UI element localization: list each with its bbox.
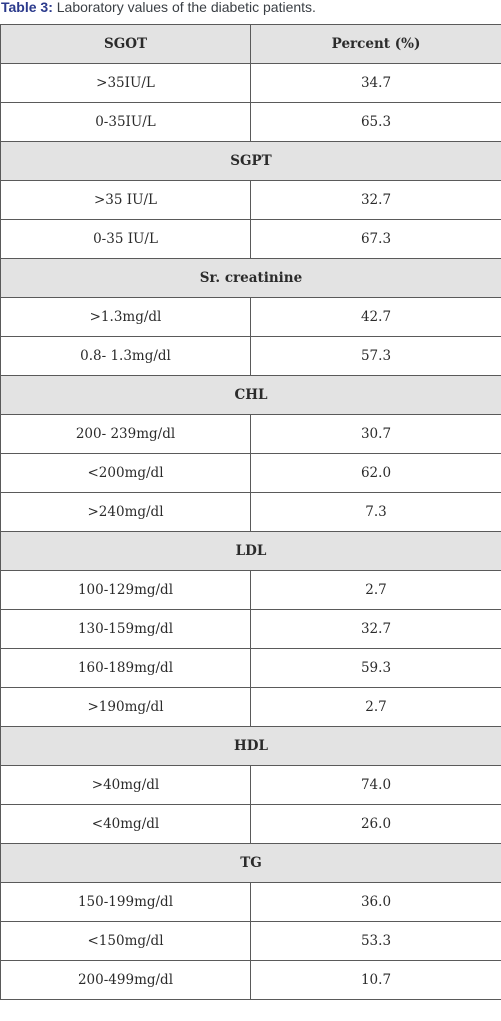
section-header-row: LDL xyxy=(0,531,501,571)
header-cell-percent: Percent (%) xyxy=(250,24,501,64)
range-cell: >240mg/dl xyxy=(0,492,251,532)
section-title: Sr. creatinine xyxy=(0,258,501,298)
range-cell: <150mg/dl xyxy=(0,921,251,961)
range-cell: 160-189mg/dl xyxy=(0,648,251,688)
range-cell: 130-159mg/dl xyxy=(0,609,251,649)
table-caption-label: Table 3: xyxy=(1,0,53,15)
percent-cell: 59.3 xyxy=(250,648,501,688)
table-row: 200-499mg/dl 10.7 xyxy=(0,960,501,1000)
table-row: 150-199mg/dl 36.0 xyxy=(0,882,501,922)
table-row: >1.3mg/dl 42.7 xyxy=(0,297,501,337)
table-row: <150mg/dl 53.3 xyxy=(0,921,501,961)
table-row: <40mg/dl 26.0 xyxy=(0,804,501,844)
range-cell: <40mg/dl xyxy=(0,804,251,844)
section-title: TG xyxy=(0,843,501,883)
table-row: 160-189mg/dl 59.3 xyxy=(0,648,501,688)
percent-cell: 10.7 xyxy=(250,960,501,1000)
table-row: <200mg/dl 62.0 xyxy=(0,453,501,493)
table-row: 130-159mg/dl 32.7 xyxy=(0,609,501,649)
table-caption-text: Laboratory values of the diabetic patien… xyxy=(56,0,316,15)
percent-cell: 74.0 xyxy=(250,765,501,805)
percent-cell: 36.0 xyxy=(250,882,501,922)
table-header-row: SGOT Percent (%) xyxy=(0,24,501,64)
section-title: SGPT xyxy=(0,141,501,181)
range-cell: >35IU/L xyxy=(0,63,251,103)
percent-cell: 7.3 xyxy=(250,492,501,532)
range-cell: >1.3mg/dl xyxy=(0,297,251,337)
lab-values-table: SGOT Percent (%) >35IU/L 34.7 0-35IU/L 65.3… xyxy=(0,24,501,1000)
table-row: 0.8- 1.3mg/dl 57.3 xyxy=(0,336,501,376)
percent-cell: 53.3 xyxy=(250,921,501,961)
section-header-row: CHL xyxy=(0,375,501,415)
percent-cell: 67.3 xyxy=(250,219,501,259)
range-cell: 200-499mg/dl xyxy=(0,960,251,1000)
percent-cell: 30.7 xyxy=(250,414,501,454)
range-cell: >190mg/dl xyxy=(0,687,251,727)
percent-cell: 2.7 xyxy=(250,687,501,727)
range-cell: 100-129mg/dl xyxy=(0,570,251,610)
percent-cell: 32.7 xyxy=(250,609,501,649)
percent-cell: 42.7 xyxy=(250,297,501,337)
section-header-row: Sr. creatinine xyxy=(0,258,501,298)
range-cell: >40mg/dl xyxy=(0,765,251,805)
range-cell: 0-35 IU/L xyxy=(0,219,251,259)
section-title: HDL xyxy=(0,726,501,766)
section-title: CHL xyxy=(0,375,501,415)
range-cell: 200- 239mg/dl xyxy=(0,414,251,454)
table-row: 200- 239mg/dl 30.7 xyxy=(0,414,501,454)
range-cell: >35 IU/L xyxy=(0,180,251,220)
percent-cell: 2.7 xyxy=(250,570,501,610)
table-row: >190mg/dl 2.7 xyxy=(0,687,501,727)
table-caption: Table 3: Laboratory values of the diabet… xyxy=(1,0,316,16)
percent-cell: 34.7 xyxy=(250,63,501,103)
section-header-row: TG xyxy=(0,843,501,883)
section-header-row: HDL xyxy=(0,726,501,766)
table-row: 0-35 IU/L 67.3 xyxy=(0,219,501,259)
percent-cell: 62.0 xyxy=(250,453,501,493)
range-cell: <200mg/dl xyxy=(0,453,251,493)
percent-cell: 26.0 xyxy=(250,804,501,844)
percent-cell: 57.3 xyxy=(250,336,501,376)
table-row: >35IU/L 34.7 xyxy=(0,63,501,103)
section-header-row: SGPT xyxy=(0,141,501,181)
percent-cell: 65.3 xyxy=(250,102,501,142)
table-row: 0-35IU/L 65.3 xyxy=(0,102,501,142)
header-cell-test: SGOT xyxy=(0,24,251,64)
section-title: LDL xyxy=(0,531,501,571)
range-cell: 0-35IU/L xyxy=(0,102,251,142)
range-cell: 150-199mg/dl xyxy=(0,882,251,922)
table-row: 100-129mg/dl 2.7 xyxy=(0,570,501,610)
table-row: >35 IU/L 32.7 xyxy=(0,180,501,220)
percent-cell: 32.7 xyxy=(250,180,501,220)
table-row: >240mg/dl 7.3 xyxy=(0,492,501,532)
range-cell: 0.8- 1.3mg/dl xyxy=(0,336,251,376)
table-row: >40mg/dl 74.0 xyxy=(0,765,501,805)
